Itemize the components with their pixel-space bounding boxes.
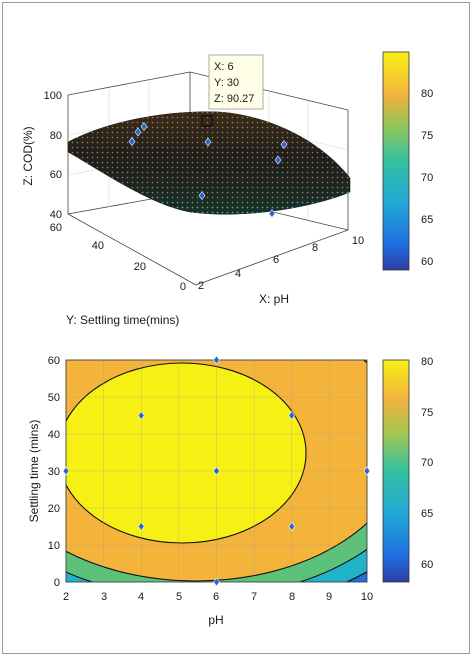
- x-tick: 4: [138, 591, 144, 603]
- colorbar-tick: 70: [421, 172, 433, 184]
- colorbar-tick: 80: [421, 356, 433, 368]
- z-tick: 60: [50, 169, 62, 181]
- contour-data-point: [213, 577, 220, 587]
- colorbar-tick: 60: [421, 559, 433, 571]
- contour-chart: 0 10 20 30 40 50 60 Settling time (mins)…: [27, 355, 433, 627]
- y-tick: 0: [54, 577, 60, 589]
- contour-data-point: [213, 466, 220, 476]
- x-tick: 6: [213, 591, 219, 603]
- y-tick: 50: [48, 392, 60, 404]
- contour-data-point: [363, 466, 371, 476]
- z-tick: 80: [50, 130, 62, 142]
- x-tick: 6: [273, 254, 279, 266]
- contour-band-80: [66, 363, 306, 543]
- y-tick: 20: [134, 261, 146, 273]
- surface-data-point: [140, 122, 148, 131]
- colorbar-top: 60 65 70 75 80: [382, 51, 433, 271]
- datatip-z: Z: 90.27: [214, 93, 254, 105]
- surface-data-point: [268, 209, 276, 218]
- colorbar-tick: 60: [421, 256, 433, 268]
- colorbar-tick: 65: [421, 214, 433, 226]
- contour-data-point: [213, 355, 220, 365]
- datatip-y: Y: 30: [214, 77, 239, 89]
- z-tick: 100: [44, 90, 62, 102]
- contour-data-point: [137, 522, 145, 531]
- colorbar-top-gradient: [382, 51, 410, 271]
- contour-lines: [66, 360, 367, 582]
- contour-data-point: [288, 522, 296, 531]
- z-tick: 40: [50, 209, 62, 221]
- x-tick: 5: [176, 591, 182, 603]
- surface-data-point: [204, 137, 212, 147]
- colorbar-tick: 75: [421, 407, 433, 419]
- y-axis-label: Y: Settling time(mins): [66, 313, 179, 327]
- contour-x-ticks: 2 3 4 5 6 7 8 9 10: [63, 591, 373, 603]
- y-ticks: 0 20 40 60: [50, 222, 186, 293]
- surface-data-point: [198, 191, 206, 200]
- x-tick: 10: [361, 591, 373, 603]
- x-tick: 9: [326, 591, 332, 603]
- x-tick: 8: [312, 242, 318, 254]
- contour-data-point: [288, 411, 296, 420]
- x-ticks: 2 4 6 8 10: [198, 235, 364, 292]
- contour-y-ticks: 0 10 20 30 40 50 60: [48, 355, 60, 589]
- colorbar-tick: 65: [421, 508, 433, 520]
- contour-data-point: [62, 466, 70, 476]
- datatip-marker: [201, 115, 213, 127]
- x-axis-label: X: pH: [259, 292, 289, 306]
- y-tick: 30: [48, 466, 60, 478]
- x-tick: 8: [289, 591, 295, 603]
- surface-data-point: [280, 140, 288, 149]
- datatip-x: X: 6: [214, 61, 234, 73]
- surface-data-point: [274, 155, 282, 165]
- figure-frame: [2, 2, 470, 654]
- contour-y-axis-label: Settling time (mins): [27, 420, 41, 523]
- surface-data-point: [128, 137, 136, 146]
- y-tick: 10: [48, 540, 60, 552]
- axes-box: [67, 71, 349, 286]
- colorbar-tick: 80: [421, 88, 433, 100]
- x-tick: 2: [198, 280, 204, 292]
- y-tick: 60: [50, 222, 62, 234]
- surface-mesh: [67, 111, 351, 215]
- x-tick: 10: [352, 235, 364, 247]
- surface-data-point: [134, 127, 142, 137]
- x-tick: 7: [251, 591, 257, 603]
- x-tick: 2: [63, 591, 69, 603]
- contour-data-point: [137, 411, 145, 420]
- datatip-box: [208, 54, 264, 110]
- y-tick: 20: [48, 503, 60, 515]
- z-ticks: 40 60 80 100: [44, 90, 62, 221]
- y-tick: 60: [48, 355, 60, 367]
- x-tick: 3: [101, 591, 107, 603]
- colorbar-bottom-gradient: [382, 359, 410, 583]
- y-tick: 0: [180, 281, 186, 293]
- z-axis-label: Z: COD(%): [21, 126, 35, 185]
- y-tick: 40: [92, 240, 104, 252]
- x-tick: 4: [235, 268, 241, 280]
- y-tick: 40: [48, 429, 60, 441]
- colorbar-bottom: 60 65 70 75 80: [382, 356, 433, 583]
- datatip: X: 6 Y: 30 Z: 90.27: [201, 54, 264, 127]
- colorbar-tick: 70: [421, 457, 433, 469]
- contour-x-axis-label: pH: [208, 613, 223, 627]
- surface-chart: X: 6 Y: 30 Z: 90.27 40 60 80 100 Z: COD(…: [21, 51, 433, 327]
- colorbar-tick: 75: [421, 130, 433, 142]
- contour-points: [62, 355, 371, 587]
